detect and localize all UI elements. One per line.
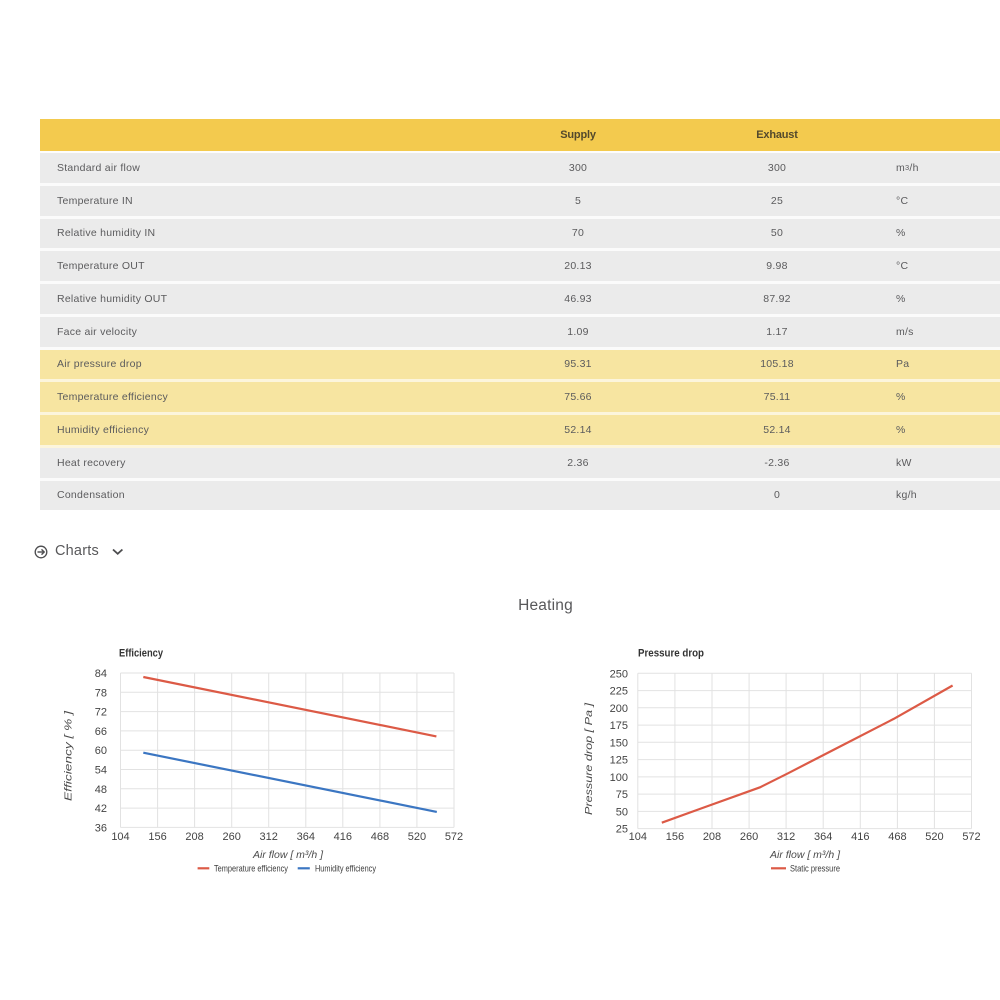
svg-text:50: 50	[616, 806, 628, 818]
svg-text:125: 125	[610, 755, 628, 767]
svg-text:Static pressure: Static pressure	[790, 864, 840, 875]
svg-text:42: 42	[95, 803, 107, 815]
svg-text:104: 104	[111, 831, 129, 843]
svg-text:416: 416	[851, 831, 869, 843]
svg-text:72: 72	[95, 707, 107, 719]
svg-text:75: 75	[616, 789, 628, 801]
svg-text:Air flow [ m³/h ]: Air flow [ m³/h ]	[252, 849, 324, 861]
svg-text:25: 25	[616, 824, 628, 836]
svg-text:520: 520	[925, 831, 943, 843]
svg-text:84: 84	[95, 668, 107, 680]
svg-text:54: 54	[95, 765, 107, 777]
svg-text:364: 364	[297, 831, 315, 843]
svg-text:Pressure drop [ Pa ]: Pressure drop [ Pa ]	[583, 702, 595, 815]
svg-text:100: 100	[610, 772, 628, 784]
svg-text:260: 260	[223, 831, 241, 843]
svg-text:Humidity efficiency: Humidity efficiency	[315, 864, 376, 875]
svg-text:260: 260	[740, 831, 758, 843]
svg-text:468: 468	[888, 831, 906, 843]
svg-text:60: 60	[95, 745, 107, 757]
svg-text:66: 66	[95, 726, 107, 738]
svg-text:Efficiency: Efficiency	[119, 648, 164, 660]
svg-text:312: 312	[777, 831, 795, 843]
svg-text:520: 520	[408, 831, 426, 843]
svg-text:104: 104	[629, 831, 647, 843]
svg-text:200: 200	[610, 703, 628, 715]
svg-text:48: 48	[95, 784, 107, 796]
svg-text:175: 175	[610, 720, 628, 732]
svg-text:150: 150	[610, 737, 628, 749]
svg-text:156: 156	[666, 831, 684, 843]
svg-text:78: 78	[95, 687, 107, 699]
svg-text:572: 572	[962, 831, 980, 843]
svg-text:416: 416	[334, 831, 352, 843]
svg-text:364: 364	[814, 831, 832, 843]
svg-text:208: 208	[185, 831, 203, 843]
svg-text:Efficiency [ % ]: Efficiency [ % ]	[63, 710, 75, 801]
svg-text:572: 572	[445, 831, 463, 843]
svg-text:Pressure drop: Pressure drop	[638, 648, 704, 660]
svg-text:208: 208	[703, 831, 721, 843]
svg-text:156: 156	[148, 831, 166, 843]
svg-text:312: 312	[260, 831, 278, 843]
svg-text:225: 225	[610, 686, 628, 698]
svg-text:250: 250	[610, 668, 628, 680]
svg-text:Air flow [ m³/h ]: Air flow [ m³/h ]	[769, 849, 841, 861]
svg-text:468: 468	[371, 831, 389, 843]
svg-text:Temperature efficiency: Temperature efficiency	[214, 864, 288, 875]
svg-text:36: 36	[95, 822, 107, 834]
